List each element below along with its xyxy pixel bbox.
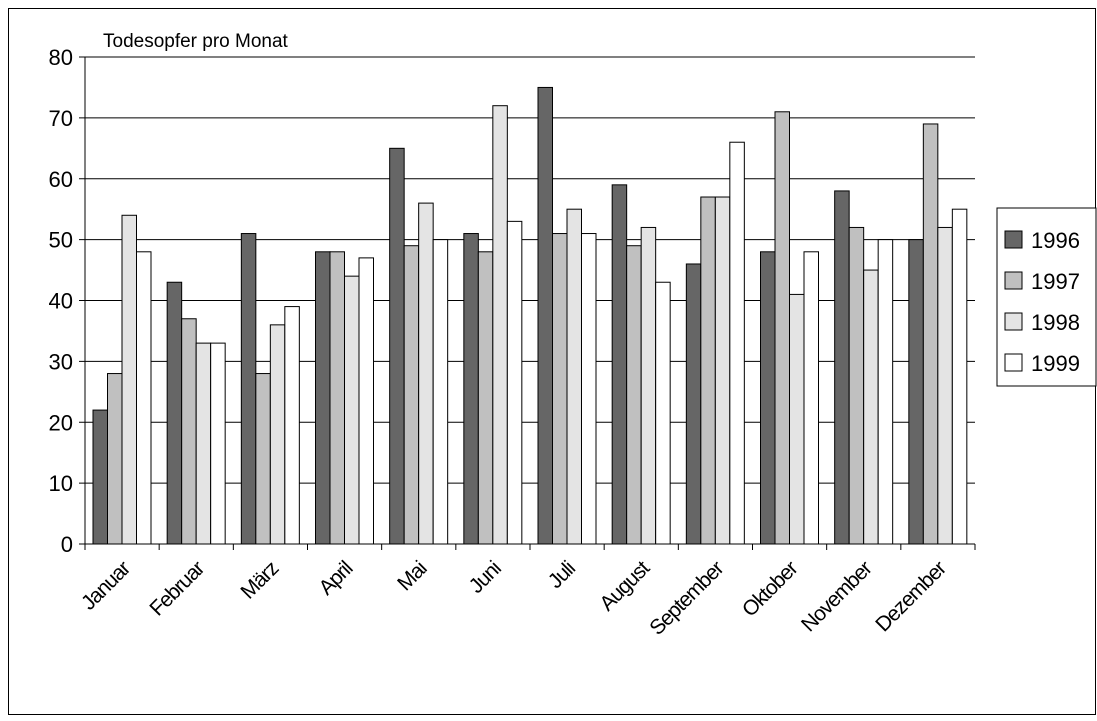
y-tick-label: 0 bbox=[61, 532, 73, 557]
bar-1997-april bbox=[329, 251, 345, 545]
bar-1999-juli bbox=[581, 233, 597, 545]
bar-1998-januar bbox=[121, 214, 137, 545]
bar-1998-juli bbox=[566, 208, 582, 545]
legend-swatch-1997 bbox=[1004, 271, 1023, 290]
bar-1999-november bbox=[877, 239, 894, 545]
bar-1999-september bbox=[729, 141, 745, 545]
bar-1996-oktober bbox=[760, 251, 776, 545]
bar-1996-mai bbox=[389, 147, 405, 545]
bar-1999-januar bbox=[136, 251, 152, 545]
bar-1997-oktober bbox=[774, 111, 790, 545]
bar-1997-november bbox=[848, 226, 865, 545]
legend-label-1996: 1996 bbox=[1031, 228, 1080, 253]
legend-label-1998: 1998 bbox=[1031, 310, 1080, 335]
bar-1996-november bbox=[834, 190, 850, 545]
bar-1999-august bbox=[655, 281, 671, 545]
y-tick-label: 50 bbox=[49, 228, 73, 253]
bar-1998-april bbox=[344, 275, 360, 545]
bar-1999-dezember bbox=[951, 208, 968, 545]
bar-1997-januar bbox=[107, 373, 123, 545]
bar-1999-oktober bbox=[803, 251, 819, 545]
bar-1997-juni bbox=[477, 251, 494, 545]
y-tick-label: 80 bbox=[49, 45, 73, 70]
bar-1998-juni bbox=[492, 105, 508, 545]
bar-1996-juli bbox=[537, 86, 553, 545]
legend: 1996 1997 1998 1999 bbox=[996, 207, 1097, 387]
bars bbox=[92, 86, 968, 545]
bar-1996-dezember bbox=[908, 239, 924, 545]
bar-1999-april bbox=[358, 257, 374, 545]
bar-1996-februar bbox=[166, 281, 183, 545]
bar-1999-märz bbox=[284, 306, 300, 545]
bar-1996-april bbox=[315, 251, 331, 545]
bar-1998-mai bbox=[418, 202, 434, 545]
bar-1997-august bbox=[626, 245, 642, 545]
legend-label-1997: 1997 bbox=[1031, 269, 1080, 294]
bar-1998-november bbox=[863, 269, 879, 545]
bar-1999-juni bbox=[506, 220, 523, 545]
legend-swatch-1999 bbox=[1004, 353, 1023, 372]
y-tick-label: 70 bbox=[49, 106, 73, 131]
y-tick-label: 60 bbox=[49, 167, 73, 192]
bar-1997-juli bbox=[552, 233, 568, 545]
bar-1996-märz bbox=[240, 233, 257, 545]
bar-1997-februar bbox=[181, 318, 197, 545]
y-tick-labels: 0 10 20 30 40 50 60 70 80 bbox=[49, 45, 73, 557]
bar-1998-februar bbox=[195, 342, 212, 545]
legend-swatch-1996 bbox=[1004, 230, 1023, 249]
bar-1998-august bbox=[640, 226, 657, 545]
bar-1996-juni bbox=[463, 233, 479, 545]
legend-swatch-1998 bbox=[1004, 312, 1023, 331]
legend-label-1999: 1999 bbox=[1031, 351, 1080, 376]
bar-1998-dezember bbox=[937, 226, 953, 545]
bar-1998-oktober bbox=[789, 293, 805, 545]
bar-1997-september bbox=[700, 196, 716, 545]
chart-title: Todesopfer pro Monat bbox=[103, 31, 289, 52]
bar-1999-mai bbox=[432, 239, 449, 545]
bar-1996-januar bbox=[92, 409, 108, 545]
y-tick-label: 20 bbox=[49, 410, 73, 435]
bar-1997-märz bbox=[255, 373, 271, 545]
y-tick-label: 40 bbox=[49, 289, 73, 314]
bar-1998-september bbox=[714, 196, 731, 545]
bar-1997-mai bbox=[403, 245, 420, 545]
bar-1997-dezember bbox=[922, 123, 939, 545]
y-tick-label: 30 bbox=[49, 349, 73, 374]
bar-1998-märz bbox=[269, 324, 286, 545]
gridlines bbox=[85, 56, 975, 484]
axes bbox=[79, 56, 976, 550]
bar-1999-februar bbox=[210, 342, 226, 545]
bar-1996-august bbox=[611, 184, 628, 545]
y-tick-label: 10 bbox=[49, 471, 73, 496]
bar-1996-september bbox=[685, 263, 702, 545]
